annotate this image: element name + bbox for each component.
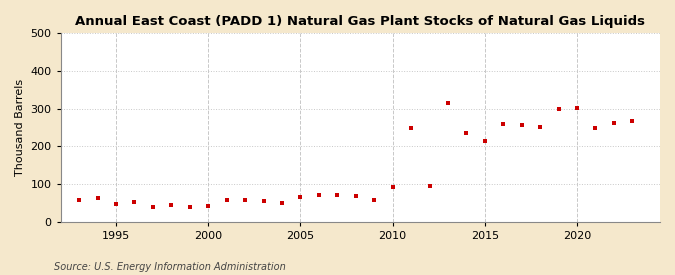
- Point: [498, 122, 509, 126]
- Point: [350, 194, 361, 199]
- Point: [535, 125, 545, 129]
- Point: [295, 195, 306, 199]
- Title: Annual East Coast (PADD 1) Natural Gas Plant Stocks of Natural Gas Liquids: Annual East Coast (PADD 1) Natural Gas P…: [76, 15, 645, 28]
- Point: [572, 105, 583, 110]
- Point: [92, 196, 103, 200]
- Point: [277, 201, 288, 205]
- Point: [627, 119, 638, 123]
- Point: [369, 198, 379, 202]
- Point: [461, 131, 472, 135]
- Point: [479, 139, 490, 144]
- Point: [221, 198, 232, 202]
- Point: [184, 205, 195, 210]
- Point: [111, 202, 122, 206]
- Point: [443, 101, 454, 105]
- Point: [590, 126, 601, 130]
- Text: Source: U.S. Energy Information Administration: Source: U.S. Energy Information Administ…: [54, 262, 286, 272]
- Point: [258, 199, 269, 203]
- Point: [313, 193, 324, 197]
- Point: [148, 204, 159, 209]
- Point: [424, 184, 435, 188]
- Point: [406, 125, 416, 130]
- Point: [332, 193, 343, 197]
- Point: [202, 204, 213, 208]
- Point: [240, 198, 250, 202]
- Point: [129, 200, 140, 204]
- Point: [74, 198, 84, 202]
- Point: [608, 121, 619, 125]
- Point: [387, 185, 398, 189]
- Point: [166, 203, 177, 207]
- Point: [554, 107, 564, 112]
- Y-axis label: Thousand Barrels: Thousand Barrels: [15, 79, 25, 176]
- Point: [516, 122, 527, 127]
